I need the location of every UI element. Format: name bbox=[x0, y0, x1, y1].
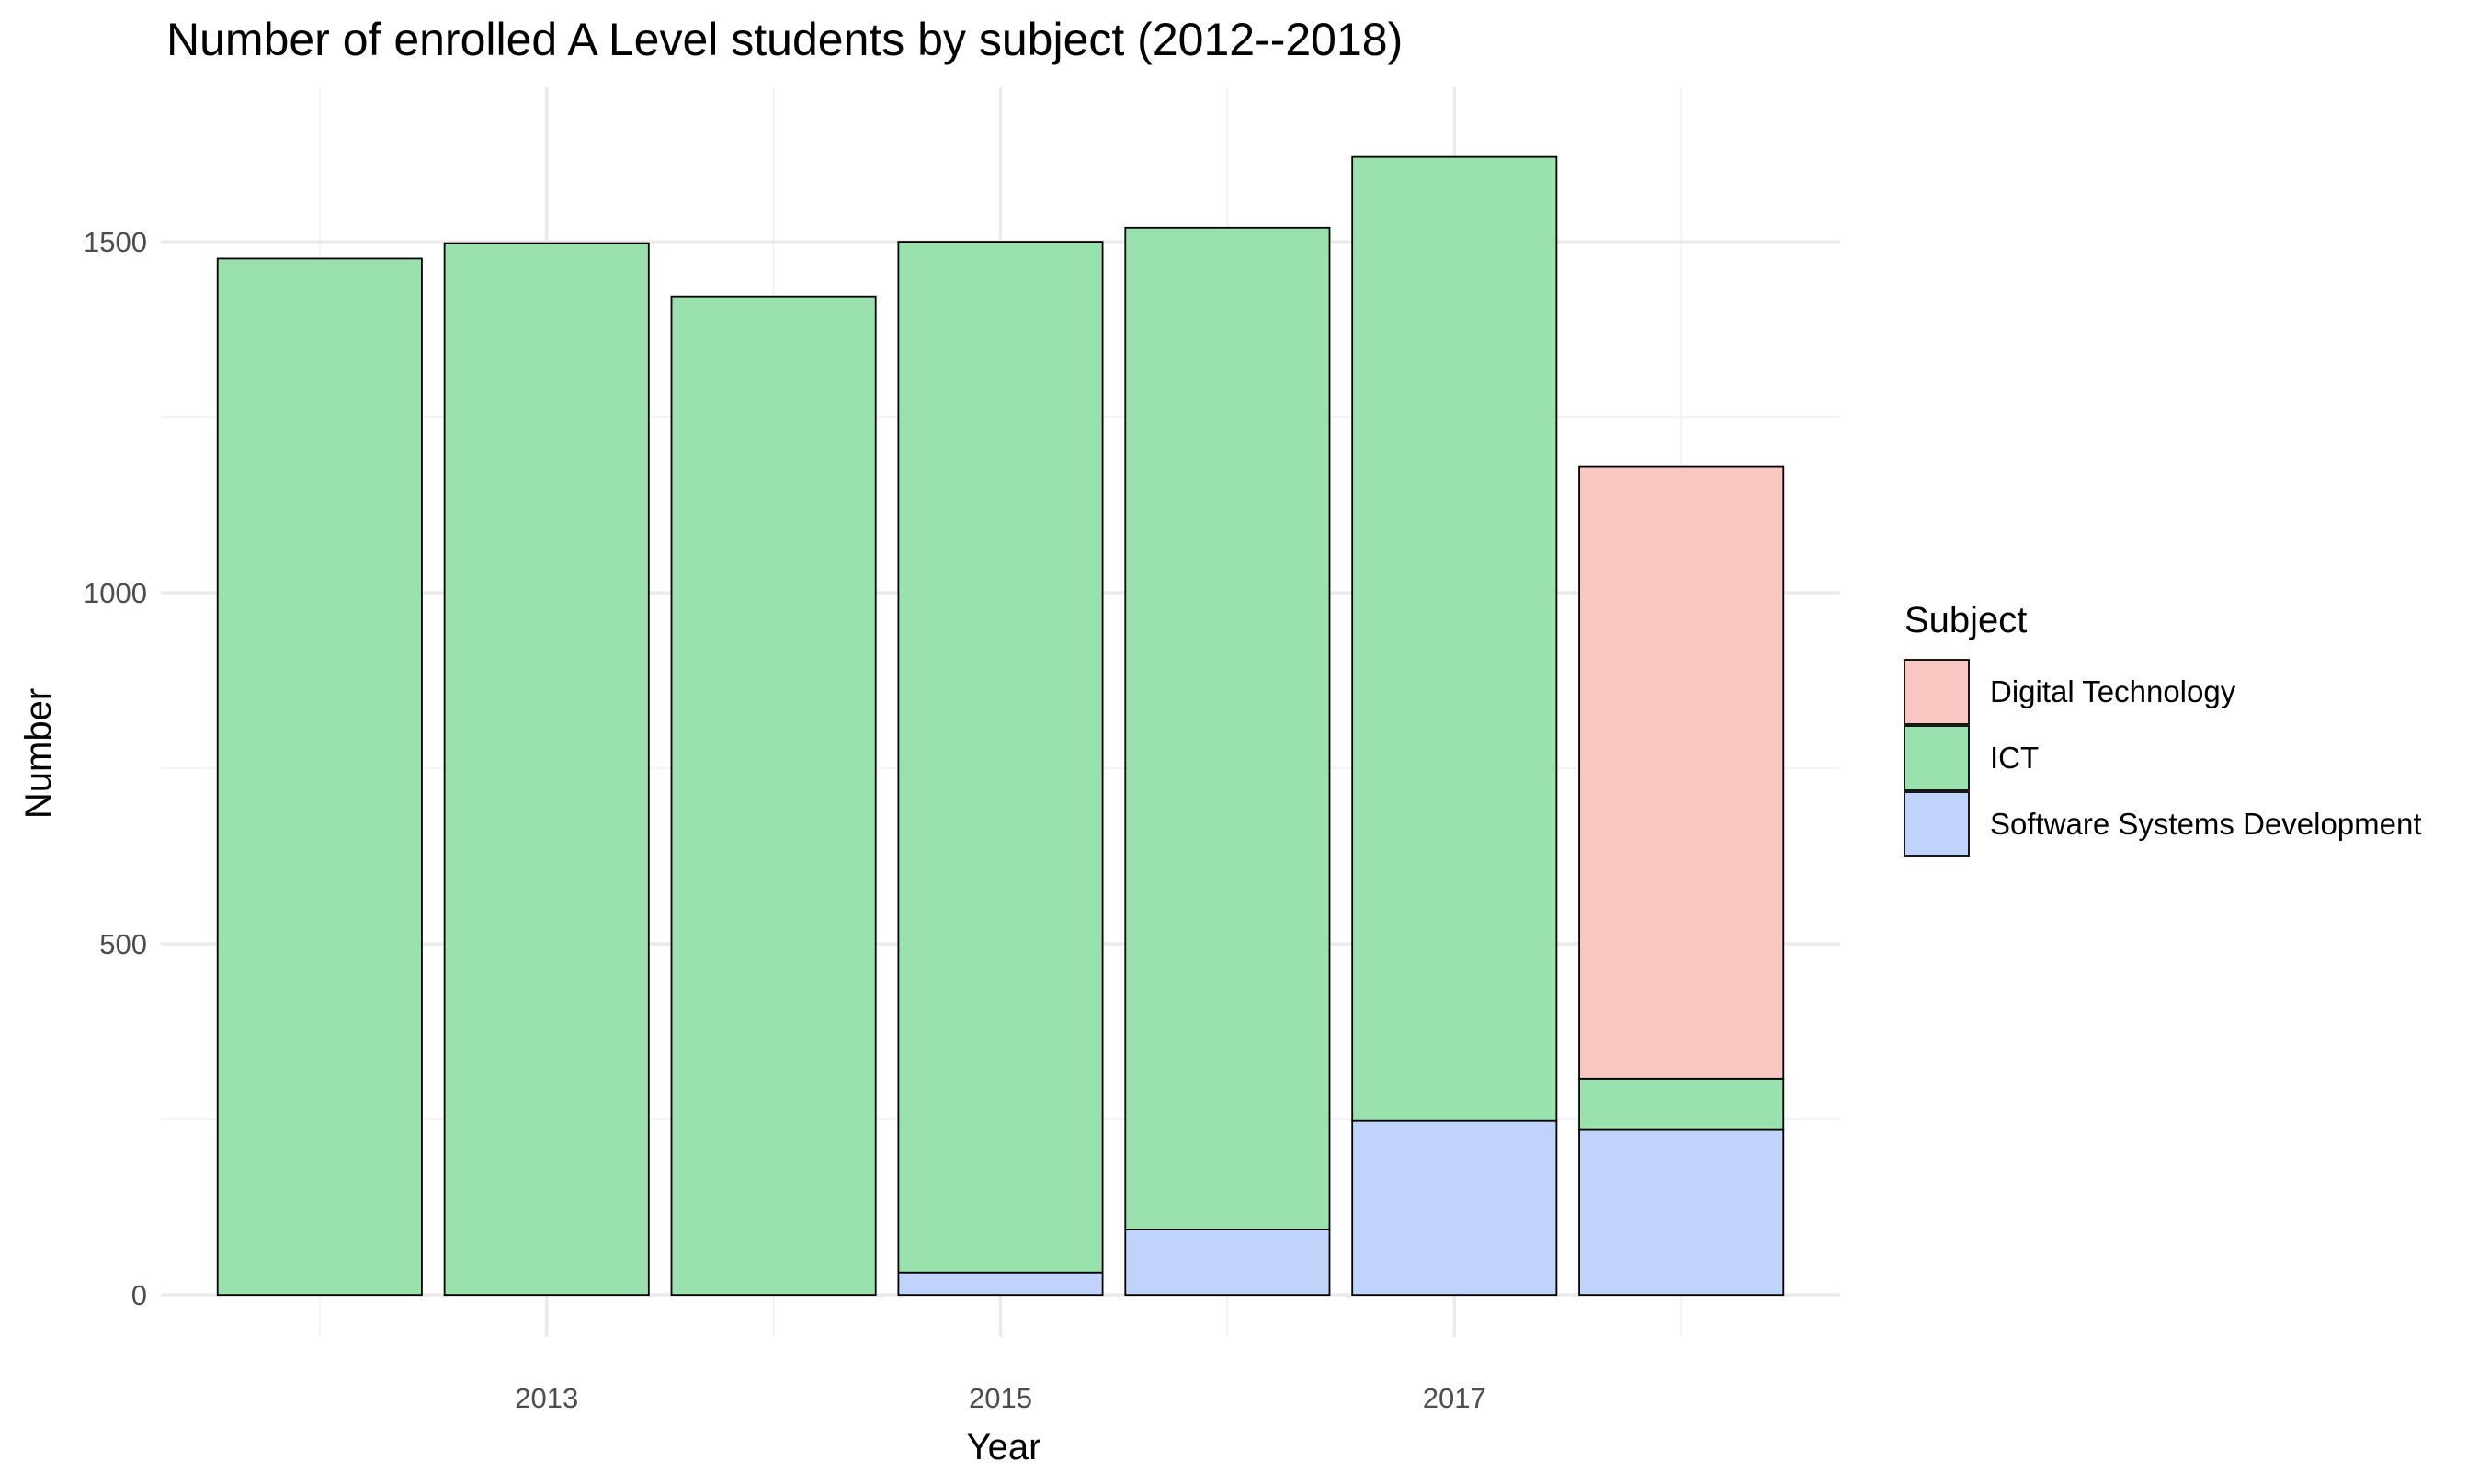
legend-title: Subject bbox=[1904, 600, 2027, 640]
x-tick-labels: 2013 2015 2017 bbox=[515, 1382, 1486, 1414]
legend-key-ict bbox=[1904, 725, 1970, 791]
legend-label-digital-technology: Digital Technology bbox=[1990, 674, 2236, 708]
bar-ict-2018 bbox=[1578, 1077, 1785, 1131]
bar-ict-2014 bbox=[670, 295, 877, 1297]
bar-ict-2016 bbox=[1124, 226, 1331, 1231]
x-axis-title: Year bbox=[967, 1427, 1041, 1467]
legend-label-software-systems-development: Software Systems Development bbox=[1990, 807, 2422, 841]
x-tick-label: 2015 bbox=[969, 1382, 1032, 1414]
bar-digital-technology-2018 bbox=[1578, 465, 1785, 1080]
bar-ict-2015 bbox=[897, 241, 1104, 1274]
legend-label-ict: ICT bbox=[1990, 741, 2039, 775]
bar-ict-2013 bbox=[443, 242, 650, 1297]
legend-key-software-systems-development bbox=[1904, 791, 1970, 857]
bar-ict-2012 bbox=[216, 257, 423, 1297]
bars bbox=[216, 155, 1785, 1297]
y-tick-labels: 0 500 1000 1500 bbox=[84, 226, 147, 1311]
bar-software-systems-development-2018 bbox=[1578, 1128, 1785, 1297]
x-tick-label: 2013 bbox=[515, 1382, 578, 1414]
bar-software-systems-development-2016 bbox=[1124, 1229, 1331, 1297]
y-tick-label: 0 bbox=[131, 1279, 147, 1311]
y-tick-label: 1500 bbox=[84, 226, 147, 258]
x-tick-label: 2017 bbox=[1423, 1382, 1486, 1414]
y-axis-title: Number bbox=[18, 688, 59, 819]
bar-software-systems-development-2015 bbox=[897, 1271, 1104, 1297]
legend-key-digital-technology bbox=[1904, 659, 1970, 725]
chart-title: Number of enrolled A Level students by s… bbox=[166, 14, 1403, 65]
bar-ict-2017 bbox=[1351, 155, 1558, 1122]
y-tick-label: 1000 bbox=[84, 577, 147, 609]
y-tick-label: 500 bbox=[99, 928, 147, 960]
bar-software-systems-development-2017 bbox=[1351, 1119, 1558, 1297]
legend: Subject Digital Technology ICT Software Sy… bbox=[1904, 600, 2422, 857]
